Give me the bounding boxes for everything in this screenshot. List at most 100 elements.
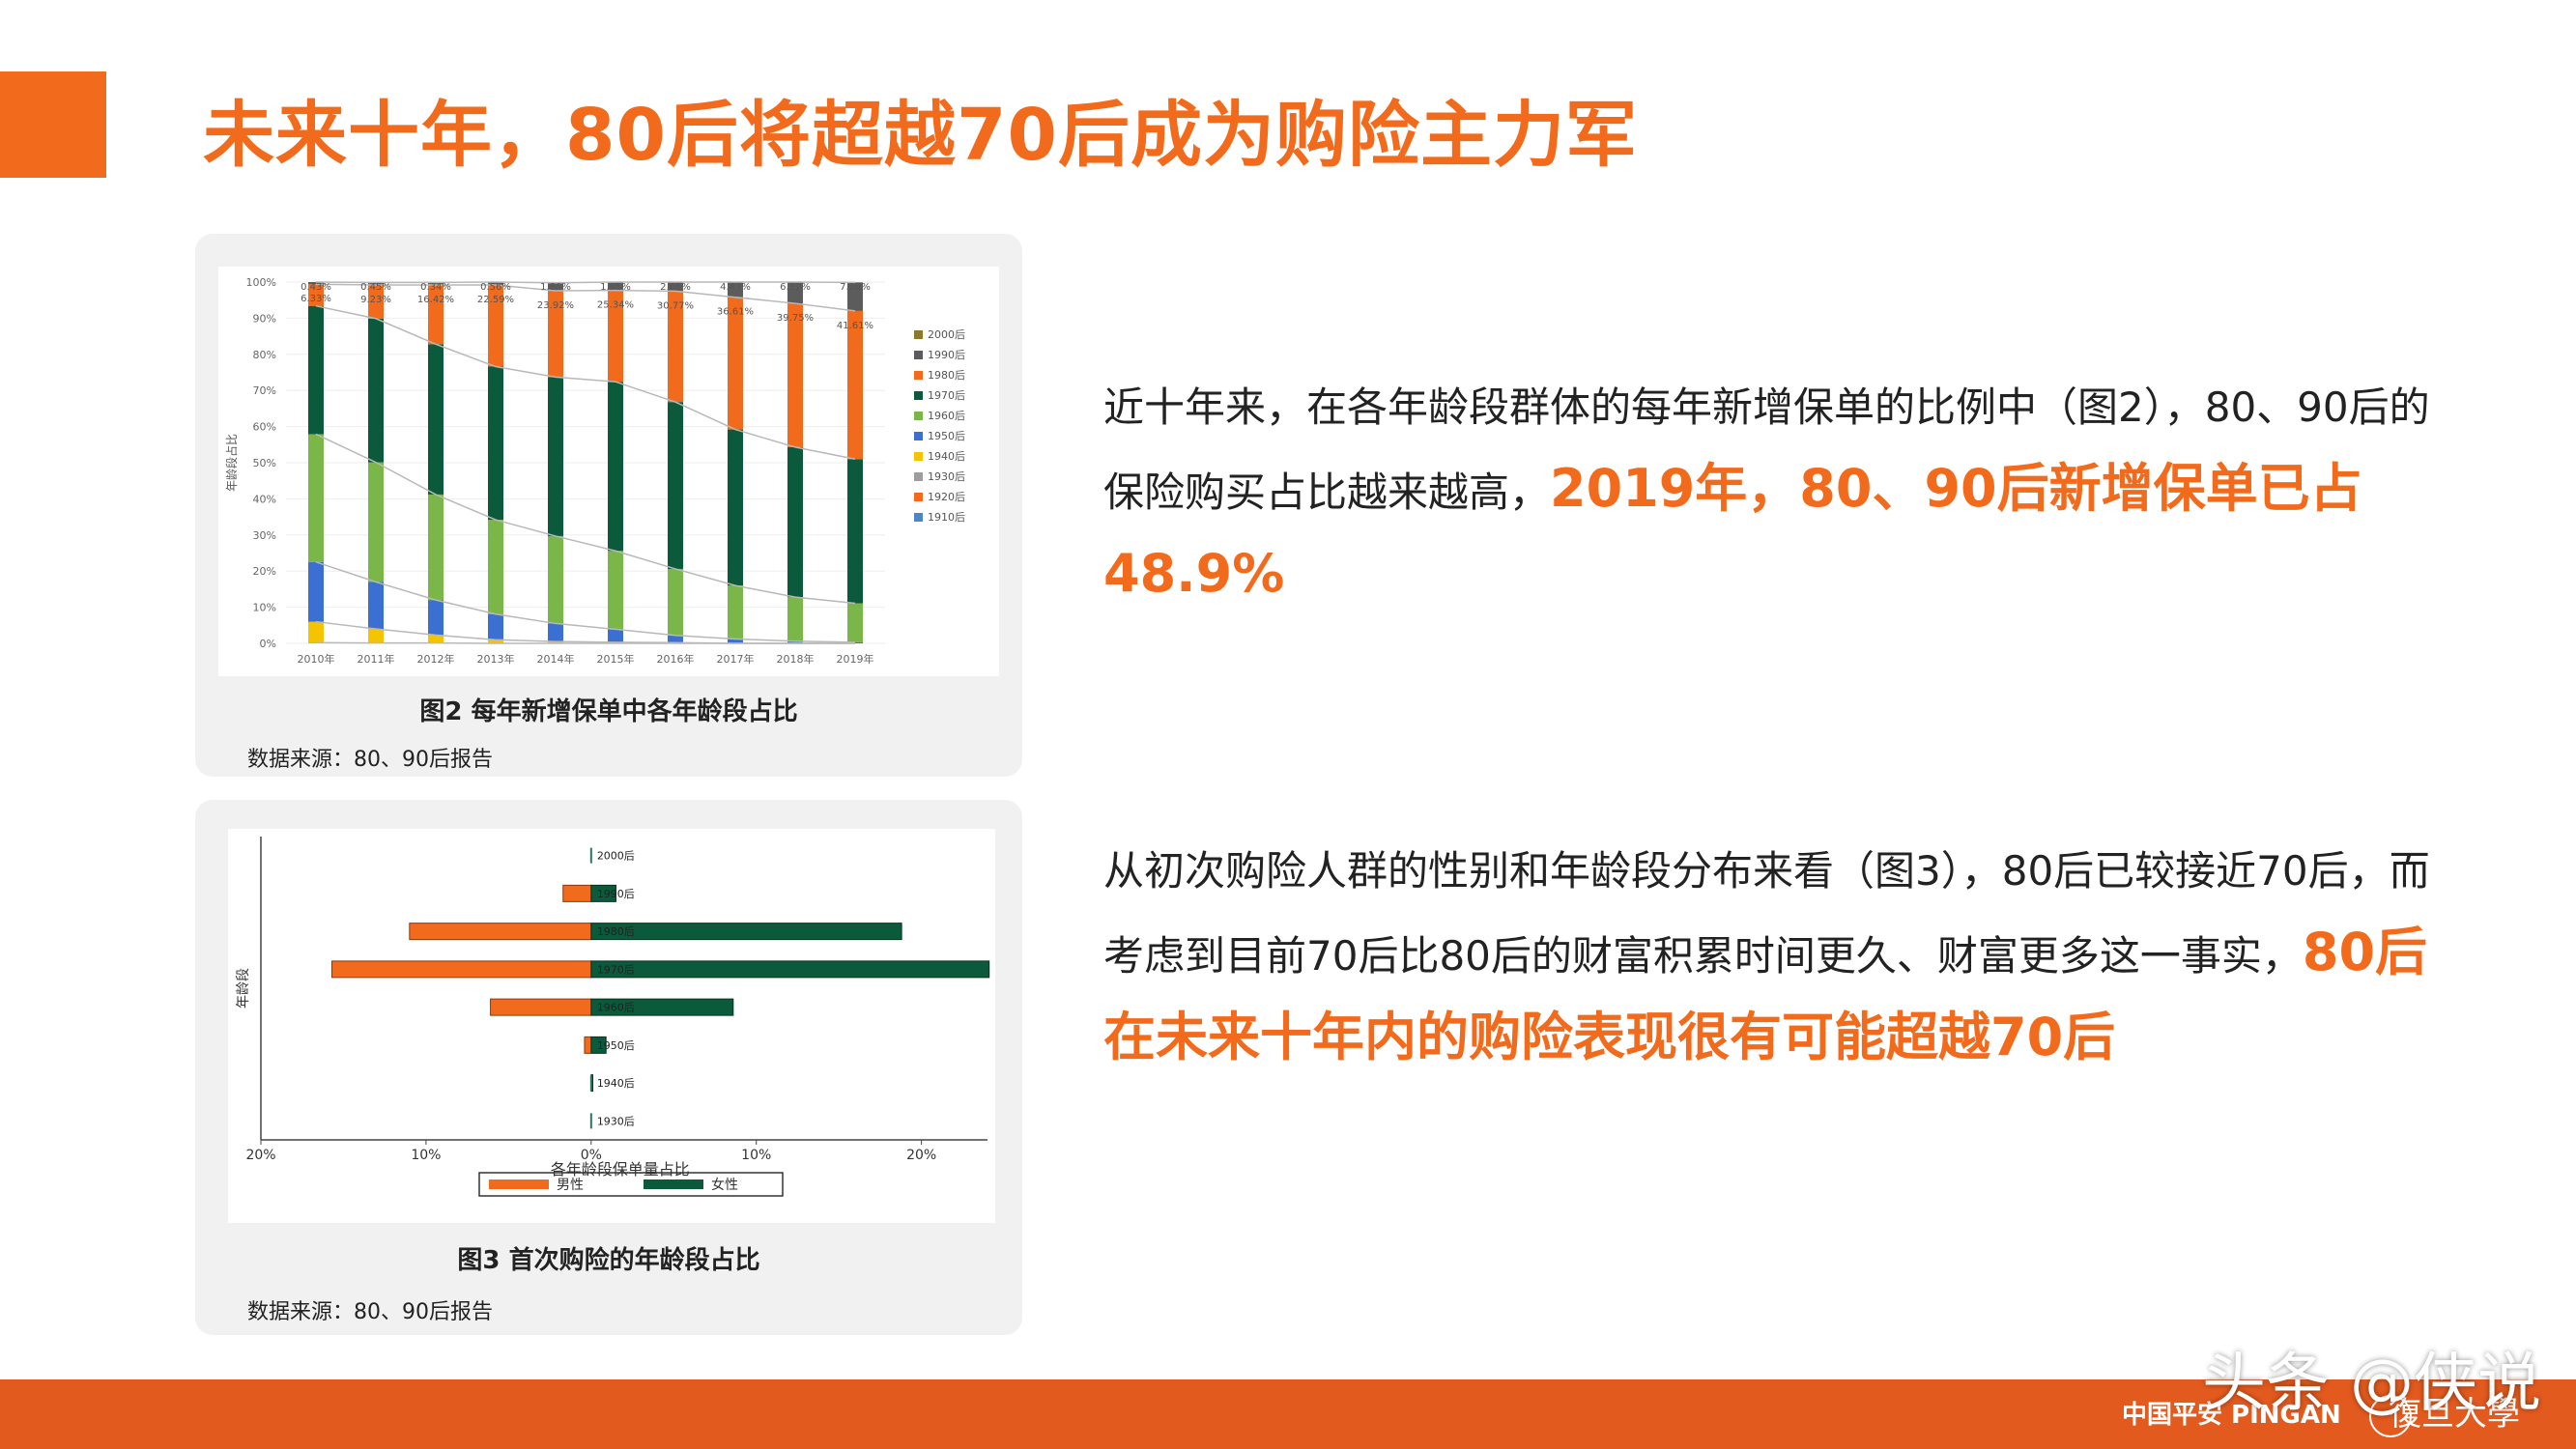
bar-male: [330, 960, 592, 979]
x-tick-label: 2014年: [537, 652, 575, 666]
data-label-1990: 0.45%: [360, 282, 391, 293]
bar-segment: [368, 582, 384, 630]
data-label-1990: 1.85%: [600, 282, 631, 293]
series-boundary-line: [315, 304, 856, 460]
bar-segment: [787, 282, 803, 304]
y-tick-label: 70%: [253, 384, 276, 397]
bar-segment: [847, 603, 863, 642]
figure3-caption: 图3 首次购险的年龄段占比: [457, 1246, 760, 1275]
bar-segment: [728, 297, 743, 430]
bar-segment: [548, 377, 563, 536]
legend-label: 2000后: [928, 328, 965, 341]
bar-segment: [847, 459, 863, 604]
y-tick-label: 100%: [246, 276, 276, 289]
data-label-1990: 0.43%: [301, 282, 331, 293]
data-label-1990: 2.66%: [660, 282, 691, 293]
data-label-1990: 0.34%: [420, 282, 451, 293]
data-label-1980: 6.33%: [301, 294, 331, 304]
data-label-1980: 23.92%: [537, 300, 574, 311]
bar-segment: [368, 318, 384, 463]
paragraph-insight-2: 从初次购险人群的性别和年龄段分布来看（图3），80后已较接近70后，而考虑到目前…: [1103, 831, 2456, 1082]
bar-segment: [787, 303, 803, 447]
paragraph-2-text: 从初次购险人群的性别和年龄段分布来看（图3），80后已较接近70后，而考虑到目前…: [1103, 847, 2430, 980]
bar-segment: [428, 635, 444, 643]
bar-segment: [728, 282, 743, 298]
series-boundary-line: [315, 620, 855, 644]
x-tick-label: 2015年: [597, 652, 635, 666]
bar-segment: [728, 429, 743, 586]
y-tick-label: 20%: [253, 565, 276, 578]
bar-segment: [368, 284, 384, 319]
paragraph-1-text: 近十年来，在各年龄段群体的每年新增保单的比例中（图2），80、90后的保险购买占…: [1103, 384, 2430, 516]
data-label-1980: 22.59%: [477, 295, 514, 305]
legend-label: 1980后: [928, 369, 965, 382]
figure3-diverging-bar-chart: 年龄段 2000后 1990后 1980后 1970后 1960后 1950后 1940后 19…: [236, 837, 990, 1197]
bar-female: [590, 923, 902, 941]
data-label-1990: 4.43%: [720, 282, 751, 293]
x-tick-label: 10%: [411, 1148, 441, 1163]
legend-label-male: 男性: [557, 1178, 584, 1193]
x-tick-label: 2012年: [417, 652, 455, 666]
legend-swatch: [914, 391, 923, 400]
bar-segment: [308, 434, 324, 562]
bar-segment: [488, 366, 503, 521]
bar-segment: [368, 629, 384, 643]
bar-female: [590, 884, 616, 902]
series-boundary-line: [315, 283, 856, 312]
y-tick-label: 40%: [253, 493, 276, 505]
bar-segment: [488, 282, 503, 285]
legend-swatch: [914, 412, 923, 420]
fudan-seal-icon: [2369, 1395, 2412, 1437]
category-label: 1990后: [597, 888, 635, 900]
figure2-caption: 图2 每年新增保单中各年龄段占比: [419, 697, 798, 726]
legend-swatch: [914, 330, 923, 339]
y-tick-label: 30%: [253, 529, 276, 542]
fudan-logo: 復旦大學: [2389, 1395, 2520, 1434]
x-tick-label: 2011年: [358, 652, 395, 666]
figure3-panel: 年龄段 2000后 1990后 1980后 1970后 1960后 1950后 1940后 19…: [195, 800, 1022, 1335]
data-label-1980: 41.61%: [837, 321, 873, 331]
y-tick-label: 90%: [253, 312, 276, 325]
x-tick-label: 0%: [581, 1148, 602, 1163]
x-axis-label: 各年龄段保单量占比: [551, 1160, 690, 1179]
data-label-1990: 7.88%: [840, 282, 871, 293]
legend-swatch-female: [644, 1179, 703, 1189]
x-tick-label: 20%: [245, 1148, 275, 1163]
paragraph-1-highlight: 2019年，80、90后新增保单已占48.9%: [1103, 458, 2362, 604]
bar-female: [590, 960, 990, 979]
legend-label: 1930后: [928, 470, 965, 483]
figure2-chart-area: 0% 10% 20% 30% 40% 50% 60% 70% 80% 90% 100% 年龄段占比 20…: [218, 267, 999, 676]
watermark: 头条 @侠说: [2202, 1346, 2541, 1420]
x-tick-label: 2017年: [717, 652, 755, 666]
bar-segment: [428, 494, 444, 601]
x-tick-label: 20%: [906, 1148, 936, 1163]
bar-segment: [428, 344, 444, 495]
y-tick-label: 60%: [253, 421, 276, 434]
data-label-1980: 16.42%: [417, 295, 454, 305]
bar-female: [590, 1036, 607, 1054]
bar-segment: [668, 568, 683, 636]
legend-swatch: [914, 493, 923, 501]
legend-swatch: [914, 452, 923, 461]
y-axis-label: 年龄段: [236, 968, 251, 1009]
legend-label: 1990后: [928, 349, 965, 361]
data-label-1990: 0.56%: [480, 282, 511, 293]
legend-box: [478, 1172, 784, 1197]
data-label-1980: 25.34%: [597, 300, 634, 311]
bar-segment: [548, 535, 563, 624]
y-tick-label: 50%: [253, 457, 276, 469]
series-boundary-line: [315, 281, 856, 284]
bar-segment: [847, 310, 863, 460]
y-tick-label: 80%: [253, 349, 276, 361]
x-tick-label: 10%: [741, 1148, 771, 1163]
legend-label: 1970后: [928, 389, 965, 402]
bar-segment: [668, 291, 683, 403]
figure2-panel: 0% 10% 20% 30% 40% 50% 60% 70% 80% 90% 100% 年龄段占比 20…: [195, 234, 1022, 777]
data-label-1980: 9.23%: [360, 295, 391, 305]
pingan-logo: 中国平安 PINGAN: [2122, 1401, 2341, 1430]
bar-segment: [728, 639, 743, 643]
bar-segment: [668, 402, 683, 569]
figure2-stacked-bar-chart: 0% 10% 20% 30% 40% 50% 60% 70% 80% 90% 100% 年龄段占比 20…: [224, 276, 965, 666]
bar-segment: [548, 282, 563, 291]
legend-label-female: 女性: [711, 1177, 738, 1193]
